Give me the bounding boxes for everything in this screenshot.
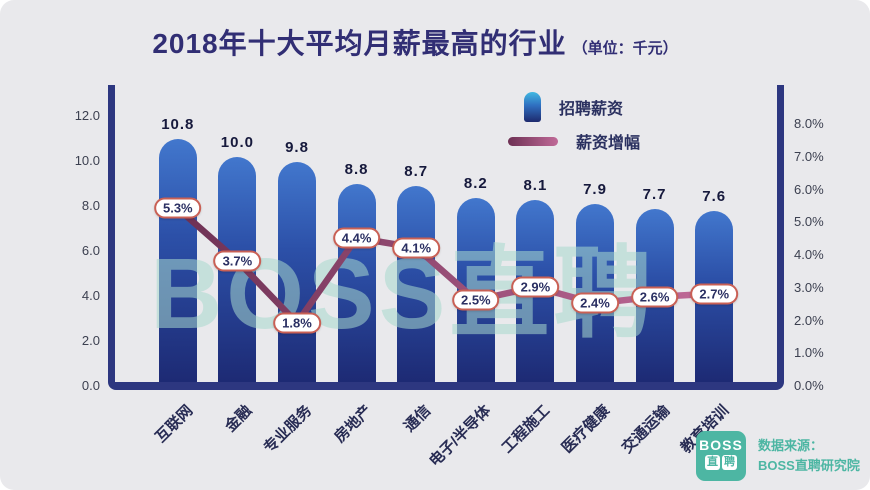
- line-value-label: 1.8%: [273, 312, 321, 334]
- bar-value-label: 9.8: [285, 138, 309, 156]
- line-value-label: 2.5%: [451, 289, 500, 311]
- growth-line: [174, 205, 718, 327]
- bar-value-label: 8.2: [463, 174, 488, 192]
- line-value-label: 4.1%: [392, 237, 441, 259]
- bar-专业服务: [278, 161, 316, 382]
- left-axis-tick: 0.0: [81, 378, 100, 393]
- bar-互联网: [158, 139, 197, 382]
- logo-char-2: 聘: [722, 455, 737, 470]
- line-value-label: 4.4%: [332, 227, 381, 249]
- logo-char-1: 直: [705, 455, 720, 470]
- right-axis-tick: 0.0%: [794, 378, 824, 393]
- left-axis-tick: 2.0: [81, 333, 100, 348]
- bar-value-label: 7.7: [642, 185, 667, 203]
- bar-value-label: 10.0: [220, 134, 254, 151]
- x-label-专业服务: 专业服务: [260, 402, 316, 457]
- chart-title-text: 2018年十大平均月薪最高的行业: [152, 28, 567, 59]
- chart-title-unit: （单位：千元）: [572, 40, 678, 57]
- line-value-label: 2.9%: [511, 276, 560, 298]
- x-label-交通运输: 交通运输: [618, 402, 673, 457]
- x-label-通信: 通信: [401, 402, 435, 436]
- plot-inner: 10.8 10.0 9.8 8.8 8.7 8.2 8.1 7.9 7.7 7.6 5.3% 3.7%…: [115, 85, 777, 382]
- bar-通信: [397, 186, 436, 382]
- line-value-label: 5.3%: [153, 197, 202, 219]
- right-axis-tick: 3.0%: [794, 279, 824, 295]
- plot-area: 10.8 10.0 9.8 8.8 8.7 8.2 8.1 7.9 7.7 7.6 5.3% 3.7%…: [108, 85, 784, 390]
- line-value-label: 2.6%: [630, 286, 679, 308]
- x-label-医疗健康: 医疗健康: [558, 402, 614, 457]
- bar-value-label: 8.8: [344, 161, 369, 178]
- left-axis-tick: 4.0: [81, 288, 100, 303]
- right-axis-tick: 2.0%: [794, 312, 824, 328]
- data-source-line2: BOSS直聘研究院: [758, 458, 860, 473]
- left-axis-tick: 8.0: [81, 198, 100, 213]
- line-value-label: 2.4%: [571, 292, 619, 314]
- chart-title: 2018年十大平均月薪最高的行业 （单位：千元）: [0, 22, 830, 62]
- right-axis-tick: 6.0%: [794, 181, 824, 197]
- legend-label-bar: 招聘薪资: [559, 101, 624, 118]
- x-label-电子/半导体: 电子/半导体: [425, 402, 494, 471]
- bar-value-label: 7.6: [702, 188, 727, 205]
- x-label-金融: 金融: [222, 402, 256, 436]
- bar-房地产: [337, 184, 376, 382]
- legend: 招聘薪资 薪资增幅: [508, 90, 640, 158]
- line-swatch-icon: [508, 136, 558, 146]
- x-label-互联网: 互联网: [152, 402, 196, 446]
- bar-value-label: 8.7: [404, 163, 429, 181]
- x-label-工程施工: 工程施工: [499, 402, 554, 457]
- legend-item-line: 薪资增幅: [508, 124, 640, 158]
- left-axis-tick: 12.0: [74, 108, 100, 123]
- bar-value-label: 7.9: [583, 181, 607, 199]
- x-label-房地产: 房地产: [330, 402, 375, 446]
- logo-boss-text: BOSS: [699, 437, 743, 453]
- right-axis-tick: 5.0%: [794, 214, 824, 230]
- logo-zhipin-text: 直 聘: [696, 455, 746, 470]
- line-value-label: 3.7%: [213, 250, 262, 272]
- boss-zhipin-logo: BOSS 直 聘: [696, 431, 746, 481]
- left-axis-tick: 6.0: [81, 243, 100, 258]
- bar-swatch-icon: [524, 92, 541, 122]
- data-source: 数据来源： BOSS直聘研究院: [758, 436, 860, 476]
- bar-value-label: 10.8: [161, 116, 195, 133]
- right-axis-tick: 8.0%: [794, 116, 824, 131]
- right-axis-tick: 4.0%: [794, 247, 824, 262]
- right-axis-tick: 7.0%: [794, 148, 824, 164]
- line-value-label: 2.7%: [690, 283, 739, 305]
- legend-item-bar: 招聘薪资: [508, 90, 640, 124]
- left-axis-tick: 10.0: [74, 153, 100, 168]
- right-axis-tick: 1.0%: [794, 345, 824, 361]
- legend-label-line: 薪资增幅: [576, 135, 641, 152]
- bar-value-label: 8.1: [523, 176, 548, 194]
- data-source-line1: 数据来源：: [758, 438, 824, 453]
